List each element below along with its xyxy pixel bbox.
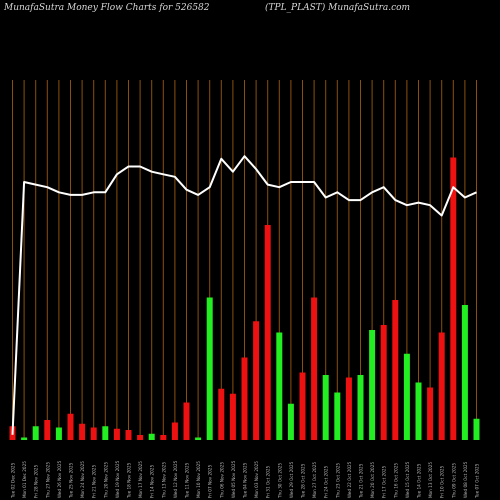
flow-bar bbox=[380, 325, 387, 440]
x-tick-label: Wed 05 Nov 2025 bbox=[231, 460, 236, 498]
x-tick-label: Fri 07 Nov 2025 bbox=[208, 465, 213, 498]
flow-bar bbox=[357, 375, 364, 440]
flow-bar bbox=[369, 330, 376, 440]
chart-subtitle: (TPL_PLAST) MunafaSutra.com bbox=[265, 3, 411, 13]
flow-bar bbox=[171, 422, 178, 440]
flow-bar bbox=[21, 437, 28, 440]
x-tick-label: Fri 28 Nov 2025 bbox=[34, 465, 39, 498]
flow-bar bbox=[160, 435, 167, 440]
flow-bar bbox=[195, 437, 202, 440]
flow-bar bbox=[299, 372, 306, 440]
x-tick-label: Wed 08 Oct 2025 bbox=[463, 461, 468, 498]
x-tick-label: Fri 10 Oct 2025 bbox=[440, 465, 445, 498]
x-tick-label: Thu 16 Oct 2025 bbox=[393, 463, 398, 499]
flow-bar bbox=[345, 377, 352, 440]
x-tick-label: Wed 29 Oct 2025 bbox=[289, 461, 294, 498]
flow-bar bbox=[276, 332, 283, 440]
flow-bar bbox=[450, 157, 457, 440]
flow-bar bbox=[229, 393, 236, 440]
x-tick-label: Tue 14 Oct 2025 bbox=[417, 463, 422, 499]
x-tick-label: Tue 21 Oct 2025 bbox=[359, 463, 364, 499]
x-tick-label: Mon 27 Oct 2025 bbox=[312, 462, 317, 498]
flow-bar bbox=[241, 357, 248, 440]
flow-bar bbox=[264, 225, 271, 440]
x-tick-label: Wed 15 Oct 2025 bbox=[405, 461, 410, 498]
x-tick-label: Wed 12 Nov 2025 bbox=[173, 460, 178, 498]
chart-title: MunafaSutra Money Flow Charts for 526582 bbox=[4, 3, 210, 13]
flow-bar bbox=[125, 430, 132, 440]
flow-bar bbox=[148, 433, 155, 440]
x-tick-label: Mon 24 Nov 2025 bbox=[80, 461, 85, 498]
x-tick-label: Fri 21 Nov 2025 bbox=[92, 465, 97, 498]
flow-bar bbox=[253, 321, 260, 440]
price-line-group bbox=[11, 155, 477, 435]
flow-bar bbox=[438, 332, 445, 440]
flow-bar bbox=[403, 353, 410, 440]
x-tick-label: Mon 20 Oct 2025 bbox=[370, 462, 375, 498]
x-tick-label: Thu 23 Oct 2025 bbox=[335, 463, 340, 499]
flow-bar bbox=[311, 297, 318, 440]
price-line bbox=[11, 155, 477, 435]
x-tick-label: Thu 13 Nov 2025 bbox=[161, 462, 166, 499]
x-tick-label: Tue 28 Oct 2025 bbox=[301, 463, 306, 499]
flow-bar bbox=[218, 388, 225, 440]
bars-group bbox=[9, 157, 480, 440]
flow-bar bbox=[183, 402, 190, 440]
flow-bar bbox=[32, 426, 39, 440]
x-tick-label: Thu 06 Nov 2025 bbox=[219, 462, 224, 499]
flow-bar bbox=[287, 403, 294, 440]
flow-bar bbox=[113, 428, 120, 440]
x-tick-label: Thu 30 Oct 2025 bbox=[277, 463, 282, 499]
x-tick-label: Thu 20 Nov 2025 bbox=[103, 462, 108, 499]
x-tick-label: Fri 17 Oct 2025 bbox=[382, 465, 387, 498]
x-tick-label: Wed 22 Oct 2025 bbox=[347, 461, 352, 498]
x-tick-label: Tue 07 Oct 2025 bbox=[475, 463, 480, 499]
flow-bar bbox=[67, 413, 74, 440]
x-tick-label: Mon 01 Dec 2025 bbox=[22, 461, 27, 498]
x-tick-label: Thu 09 Oct 2025 bbox=[451, 463, 456, 499]
flow-bar bbox=[415, 382, 422, 440]
x-tick-label: Thu 27 Nov 2025 bbox=[45, 462, 50, 499]
x-tick-label: Tue 04 Nov 2025 bbox=[243, 462, 248, 499]
x-tick-label: Fri 24 Oct 2025 bbox=[324, 465, 329, 498]
flow-bar bbox=[55, 427, 62, 440]
flow-bar bbox=[137, 435, 144, 440]
x-tick-label: Fri 14 Nov 2025 bbox=[150, 465, 155, 498]
flow-bar bbox=[79, 423, 86, 440]
flow-bar bbox=[102, 426, 109, 440]
flow-bar bbox=[461, 305, 468, 440]
flow-bar bbox=[473, 418, 480, 440]
flow-bar bbox=[334, 392, 341, 440]
x-tick-label: Mon 03 Nov 2025 bbox=[254, 461, 259, 498]
x-tick-label: Tue 18 Nov 2025 bbox=[127, 462, 132, 499]
x-tick-label: Mon 13 Oct 2025 bbox=[428, 462, 433, 498]
flow-bar bbox=[44, 420, 51, 440]
x-tick-label: Tue 11 Nov 2025 bbox=[185, 462, 190, 499]
x-tick-label: Tue 25 Nov 2025 bbox=[69, 462, 74, 499]
flow-bar bbox=[206, 297, 213, 440]
flow-bar bbox=[427, 387, 434, 440]
x-tick-labels: Tue 02 Dec 2025 Mon 01 Dec 2025 Fri 28 Nov… bbox=[11, 460, 480, 499]
x-tick-label: Wed 19 Nov 2025 bbox=[115, 460, 120, 498]
flow-bar bbox=[90, 427, 97, 440]
flow-bar bbox=[322, 375, 329, 440]
x-tick-label: Mon 10 Nov 2025 bbox=[196, 461, 201, 498]
x-tick-label: Tue 02 Dec 2025 bbox=[11, 462, 16, 499]
x-tick-label: Fri 31 Oct 2025 bbox=[266, 465, 271, 498]
flow-bar bbox=[392, 300, 399, 440]
x-tick-label: Mon 17 Nov 2025 bbox=[138, 461, 143, 498]
x-tick-label: Wed 26 Nov 2025 bbox=[57, 460, 62, 498]
